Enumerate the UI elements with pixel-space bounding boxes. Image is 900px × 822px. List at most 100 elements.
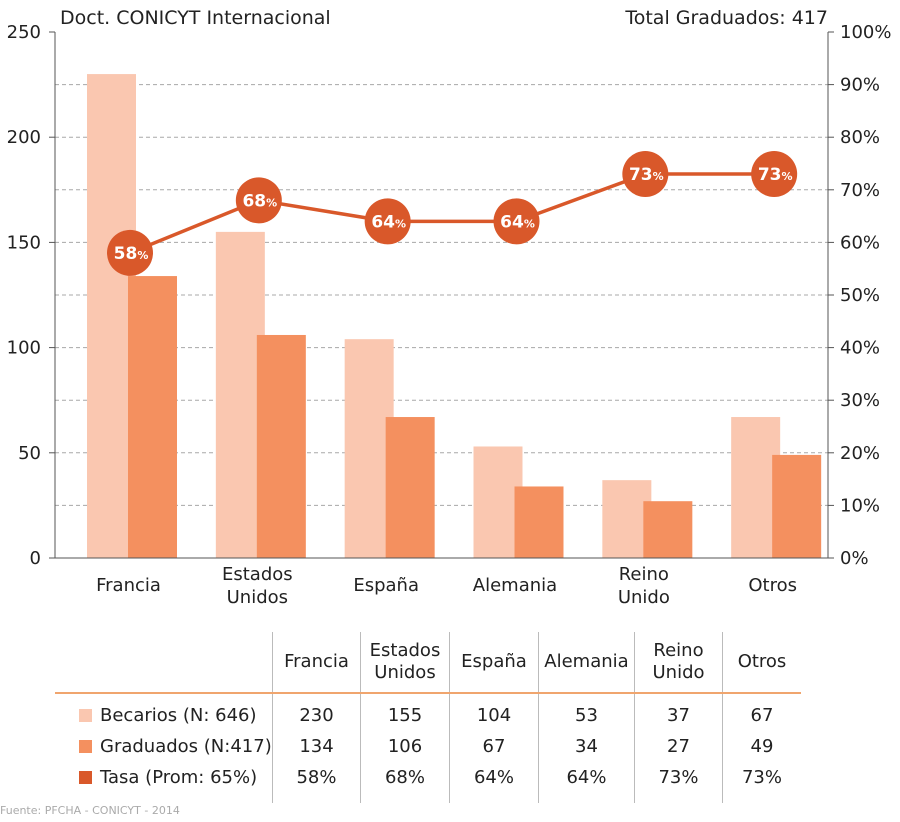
left-tick-label: 150: [7, 232, 41, 253]
table-cell: 67: [722, 693, 801, 731]
rate-percent-sign: %: [781, 170, 792, 183]
rate-marker: [235, 177, 282, 224]
rate-marker: [622, 151, 669, 198]
table-cell: 73%: [634, 762, 723, 803]
table-header-cell: Otros: [722, 632, 801, 694]
table-header-cell: España: [449, 632, 539, 694]
rate-value: 58: [114, 244, 138, 264]
right-tick-label: 100%: [840, 22, 891, 43]
rate-percent-sign: %: [653, 170, 664, 183]
chart-title: Doct. CONICYT Internacional: [60, 7, 331, 29]
right-tick-label: 10%: [840, 495, 880, 516]
left-tick-label: 0: [30, 548, 41, 569]
bar-becarios: [473, 446, 523, 558]
grid-lines: [55, 84, 828, 506]
bar-graduados: [128, 276, 177, 558]
left-tick-label: 250: [7, 22, 41, 43]
category-label-line: Francia: [96, 575, 161, 596]
bars: [87, 74, 822, 558]
bar-becarios: [602, 480, 652, 558]
right-tick-label: 90%: [840, 75, 880, 96]
rate-marker-label: 68%: [242, 191, 277, 211]
right-tick-label: 50%: [840, 285, 880, 306]
rate-percent-sign: %: [524, 217, 535, 230]
rate-percent-sign: %: [266, 196, 277, 209]
data-table: Francia Estados Unidos España Alemania Reino U…: [55, 632, 801, 803]
bar-graduados: [385, 417, 435, 558]
bar-graduados: [643, 501, 693, 558]
category-label: Otros: [748, 575, 797, 596]
category-label-line: Unidos: [227, 587, 288, 608]
category-label: España: [353, 575, 419, 596]
bar-becarios: [731, 417, 781, 558]
category-label-line: Estados: [222, 564, 293, 585]
right-tick-label: 0%: [840, 548, 869, 569]
category-label: Estados Unidos: [222, 564, 293, 608]
rate-marker-label: 64%: [371, 212, 406, 232]
bar-graduados: [256, 334, 306, 558]
table-cell: 58%: [272, 762, 361, 803]
category-label-line: España: [353, 575, 419, 596]
table-cell: 230: [272, 693, 361, 731]
table-body: Becarios (N: 646) 230 155 104 53 37 67 Graduado…: [55, 693, 801, 803]
category-label-line: Otros: [748, 575, 797, 596]
table-header-cell: Francia: [272, 632, 361, 694]
table-header-cell: Alemania: [538, 632, 635, 694]
left-axis-ticks: 0 50 100 150 200 250: [7, 22, 55, 569]
rate-percent-sign: %: [137, 249, 148, 262]
table-cell: 37: [634, 693, 723, 731]
bar-becarios: [344, 339, 394, 558]
table-cell: 104: [449, 693, 539, 731]
table-row: Graduados (N:417) 134 106 67 34 27 49: [55, 731, 801, 762]
table-header-cell: Estados Unidos: [360, 632, 450, 694]
legend-swatch: [79, 739, 92, 753]
table-header-cell: Reino Unido: [634, 632, 723, 694]
bar-becarios: [215, 231, 265, 558]
table-row-label: Tasa (Prom: 65%): [55, 762, 273, 803]
table-row-label: Graduados (N:417): [55, 731, 273, 762]
table-cell: 34: [538, 731, 635, 762]
table-cell: 155: [360, 693, 450, 731]
left-tick-label: 200: [7, 127, 41, 148]
rate-marker-label: 73%: [629, 165, 664, 185]
category-label: Reino Unido: [618, 564, 670, 608]
right-tick-label: 40%: [840, 338, 880, 359]
category-label-line: Unido: [618, 587, 670, 608]
table-corner: [55, 632, 273, 694]
left-tick-label: 50: [18, 443, 41, 464]
right-tick-label: 70%: [840, 180, 880, 201]
rate-marker-label: 73%: [758, 165, 793, 185]
bar-graduados: [772, 454, 822, 558]
category-label: Alemania: [473, 575, 557, 596]
right-tick-label: 60%: [840, 232, 880, 253]
bar-becarios: [87, 74, 136, 558]
right-tick-label: 30%: [840, 390, 880, 411]
table-cell: 64%: [538, 762, 635, 803]
chart: 0 50 100 150 200 250 0% 10% 20% 30% 40% 50% 60% 70% 8…: [7, 7, 892, 608]
table-cell: 64%: [449, 762, 539, 803]
rate-value: 68: [242, 191, 266, 211]
right-tick-label: 20%: [840, 443, 880, 464]
rate-marker: [751, 151, 798, 198]
table-header-row: Francia Estados Unidos España Alemania Reino U…: [55, 632, 801, 694]
rate-value: 73: [629, 165, 653, 185]
rate-value: 73: [758, 165, 782, 185]
legend-swatch: [79, 770, 92, 784]
table-row: Becarios (N: 646) 230 155 104 53 37 67: [55, 693, 801, 731]
category-label: Francia: [96, 575, 161, 596]
bar-graduados: [514, 486, 564, 558]
category-label-line: Reino: [619, 564, 669, 585]
rate-marker: [364, 198, 411, 245]
source-note: Fuente: PFCHA - CONICYT - 2014: [0, 804, 180, 817]
left-tick-label: 100: [7, 338, 41, 359]
table-row: Tasa (Prom: 65%) 58% 68% 64% 64% 73% 73%: [55, 762, 801, 803]
table-row-label: Becarios (N: 646): [55, 693, 273, 731]
rate-value: 64: [371, 212, 395, 232]
rate-marker: [107, 229, 153, 276]
rate-marker-label: 58%: [114, 244, 149, 264]
chart-subtitle: Total Graduados: 417: [624, 7, 828, 29]
rate-line: 58%68%64% 64%73% 73%: [107, 151, 798, 276]
table-cell: 49: [722, 731, 801, 762]
table-cell: 68%: [360, 762, 450, 803]
